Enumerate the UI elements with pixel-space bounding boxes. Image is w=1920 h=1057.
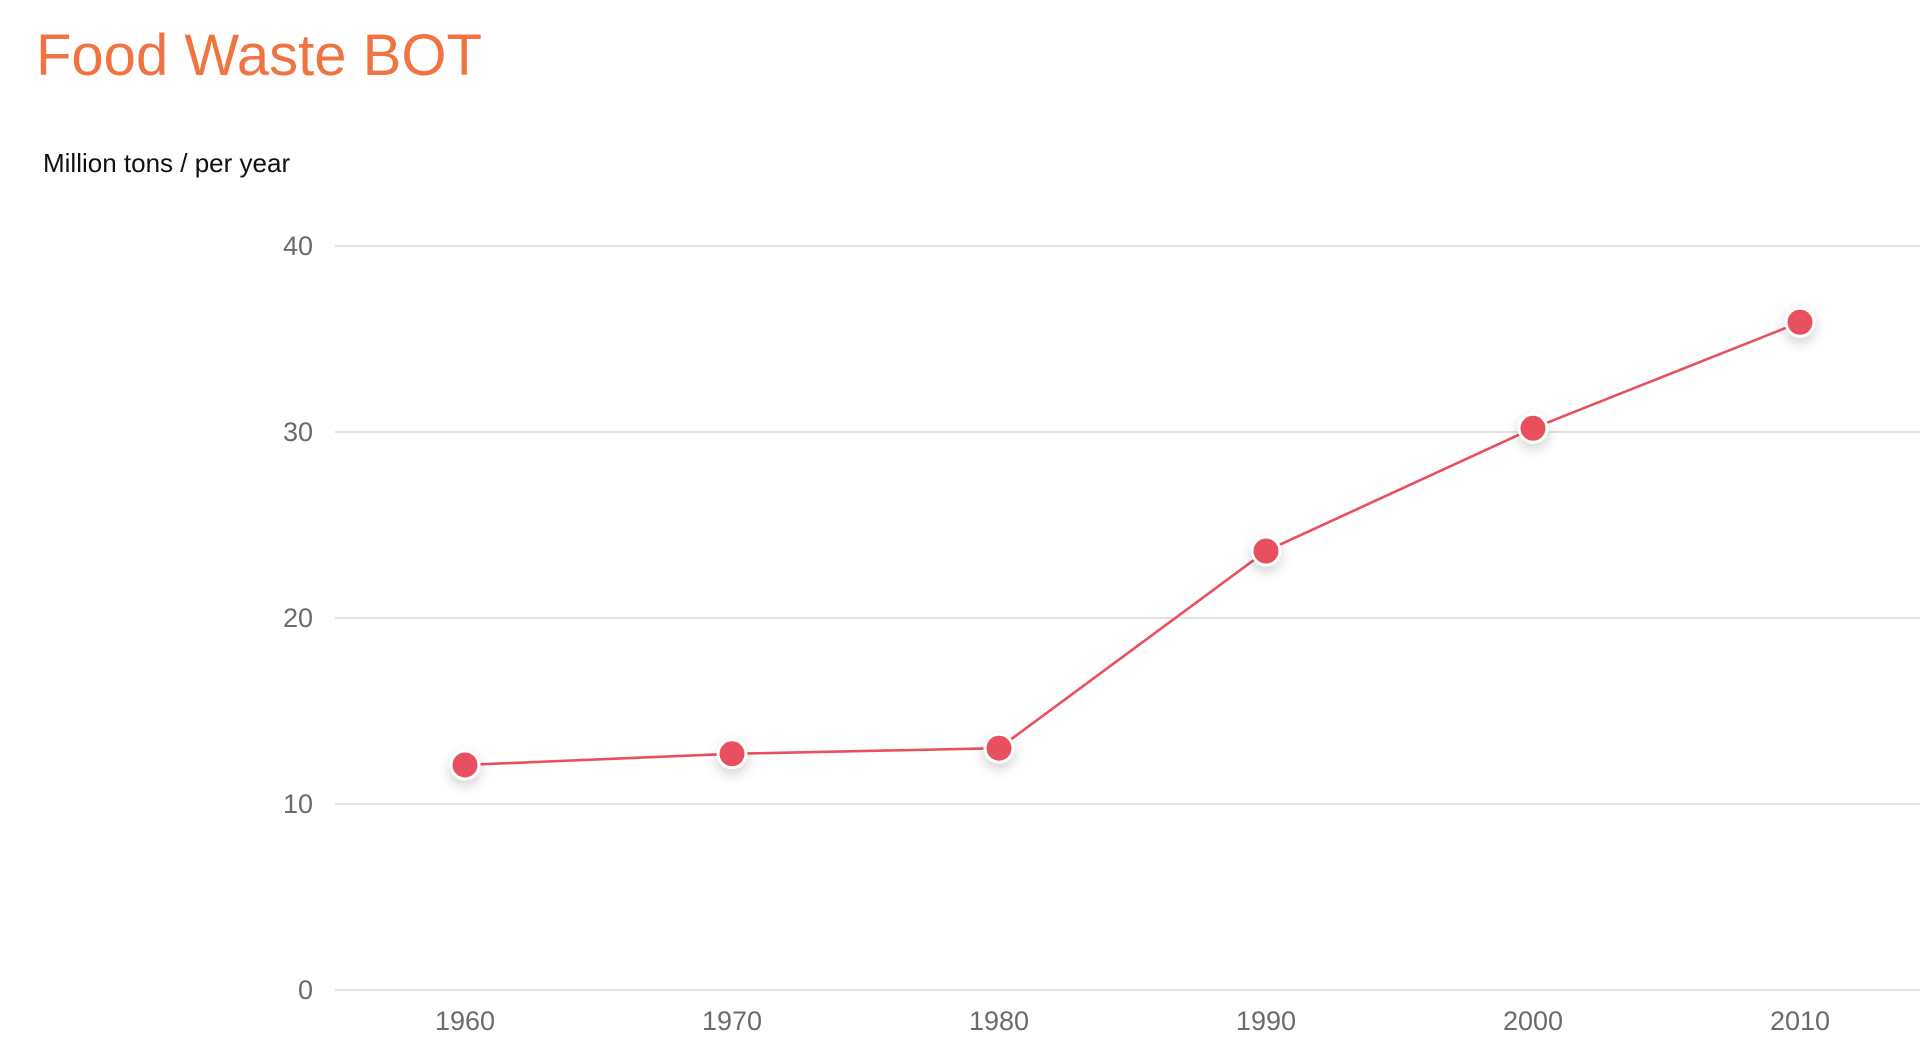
x-axis-ticks: 1960 1970 1980 1990 2000 2010	[435, 1006, 1830, 1036]
y-tick-label-20: 20	[283, 603, 313, 633]
data-point-2000[interactable]	[1517, 412, 1549, 444]
x-tick-label-1980: 1980	[969, 1006, 1029, 1036]
gridlines	[335, 245, 1920, 991]
data-point-1970[interactable]	[716, 738, 748, 770]
x-tick-label-1970: 1970	[702, 1006, 762, 1036]
y-axis-label: Million tons / per year	[43, 148, 291, 178]
data-point-1980[interactable]	[983, 732, 1015, 764]
y-tick-label-0: 0	[298, 975, 313, 1005]
chart-title: Food Waste BOT	[36, 23, 482, 88]
data-points	[449, 306, 1816, 781]
data-point-1990[interactable]	[1250, 535, 1282, 567]
y-tick-label-40: 40	[283, 231, 313, 261]
x-tick-label-1960: 1960	[435, 1006, 495, 1036]
series-line-group	[464, 321, 1801, 767]
x-tick-label-2010: 2010	[1770, 1006, 1830, 1036]
series-line	[464, 321, 1801, 767]
data-point-2010[interactable]	[1784, 306, 1816, 338]
y-axis-ticks: 0 10 20 30 40	[283, 231, 313, 1005]
x-tick-label-1990: 1990	[1236, 1006, 1296, 1036]
x-tick-label-2000: 2000	[1503, 1006, 1563, 1036]
data-point-1960[interactable]	[449, 749, 481, 781]
y-tick-label-30: 30	[283, 417, 313, 447]
y-tick-label-10: 10	[283, 789, 313, 819]
